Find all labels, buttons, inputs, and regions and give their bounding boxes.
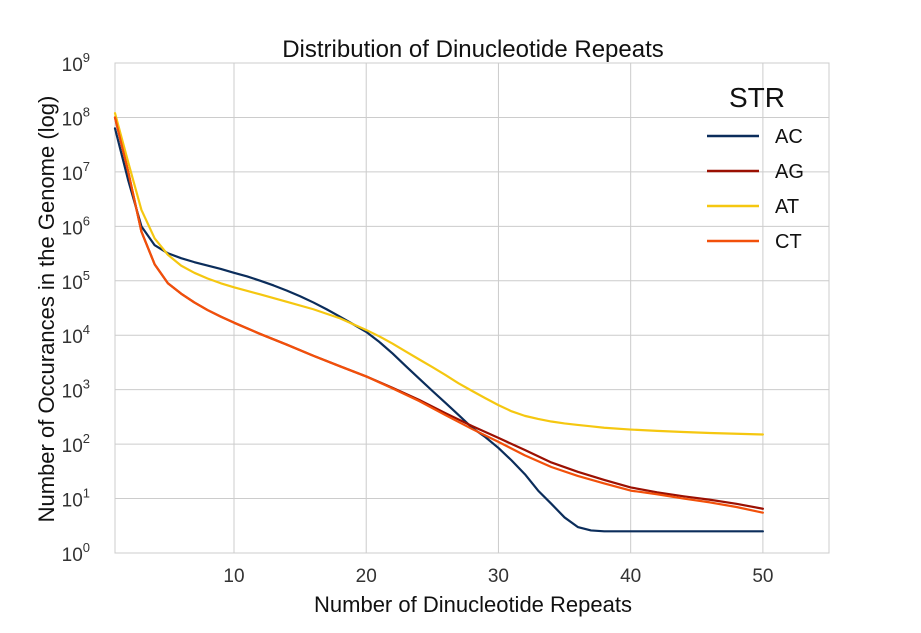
- y-tick-label: 101: [62, 486, 90, 512]
- y-tick-base: 10: [62, 545, 83, 566]
- y-tick-base: 10: [62, 55, 83, 76]
- legend-label-ac: AC: [775, 126, 803, 148]
- legend-title: STR: [729, 82, 785, 113]
- x-axis-label: Number of Dinucleotide Repeats: [314, 592, 632, 617]
- y-tick-exponent: 8: [83, 104, 90, 119]
- series-layer: [113, 112, 764, 533]
- y-tick-label: 103: [62, 377, 90, 403]
- legend-label-ct: CT: [775, 231, 802, 253]
- y-tick-label: 102: [62, 431, 90, 457]
- y-tick-exponent: 5: [83, 268, 90, 283]
- y-tick-label: 100: [62, 540, 90, 566]
- x-tick-label: 10: [223, 566, 244, 587]
- y-tick-base: 10: [62, 273, 83, 294]
- y-tick-label: 104: [62, 322, 90, 348]
- y-tick-label: 107: [62, 159, 90, 185]
- legend-items: AC AG AT CT: [707, 126, 804, 253]
- x-tick-label: 50: [752, 566, 773, 587]
- y-tick-label: 108: [62, 104, 90, 130]
- series-line-at: [113, 112, 764, 436]
- y-axis-label: Number of Occurances in the Genome (log): [34, 96, 59, 523]
- y-tick-base: 10: [62, 436, 83, 457]
- x-tick-labels: 10 20 30 40 50: [223, 566, 773, 587]
- y-tick-base: 10: [62, 164, 83, 185]
- y-tick-base: 10: [62, 218, 83, 239]
- legend: STR AC AG AT CT: [707, 82, 804, 253]
- y-tick-exponent: 2: [83, 431, 90, 446]
- y-tick-label: 106: [62, 213, 90, 239]
- series-line-ct: [113, 116, 764, 514]
- y-tick-base: 10: [62, 382, 83, 403]
- y-tick-exponent: 9: [83, 50, 90, 65]
- grid-lines: [115, 63, 829, 553]
- y-tick-label: 109: [62, 50, 90, 76]
- x-tick-label: 20: [356, 566, 377, 587]
- y-tick-base: 10: [62, 491, 83, 512]
- y-tick-exponent: 0: [83, 540, 90, 555]
- series-line-ac: [113, 127, 764, 533]
- x-tick-label: 30: [488, 566, 509, 587]
- y-tick-base: 10: [62, 109, 83, 130]
- y-tick-exponent: 4: [83, 322, 90, 337]
- chart-title: Distribution of Dinucleotide Repeats: [282, 36, 664, 63]
- y-tick-label: 105: [62, 268, 90, 294]
- legend-label-at: AT: [775, 196, 799, 218]
- y-tick-base: 10: [62, 327, 83, 348]
- y-tick-exponent: 3: [83, 377, 90, 392]
- y-tick-exponent: 7: [83, 159, 90, 174]
- x-tick-label: 40: [620, 566, 641, 587]
- y-tick-exponent: 1: [83, 486, 90, 501]
- plot-frame: [114, 62, 830, 554]
- legend-label-ag: AG: [775, 161, 804, 183]
- y-tick-exponent: 6: [83, 213, 90, 228]
